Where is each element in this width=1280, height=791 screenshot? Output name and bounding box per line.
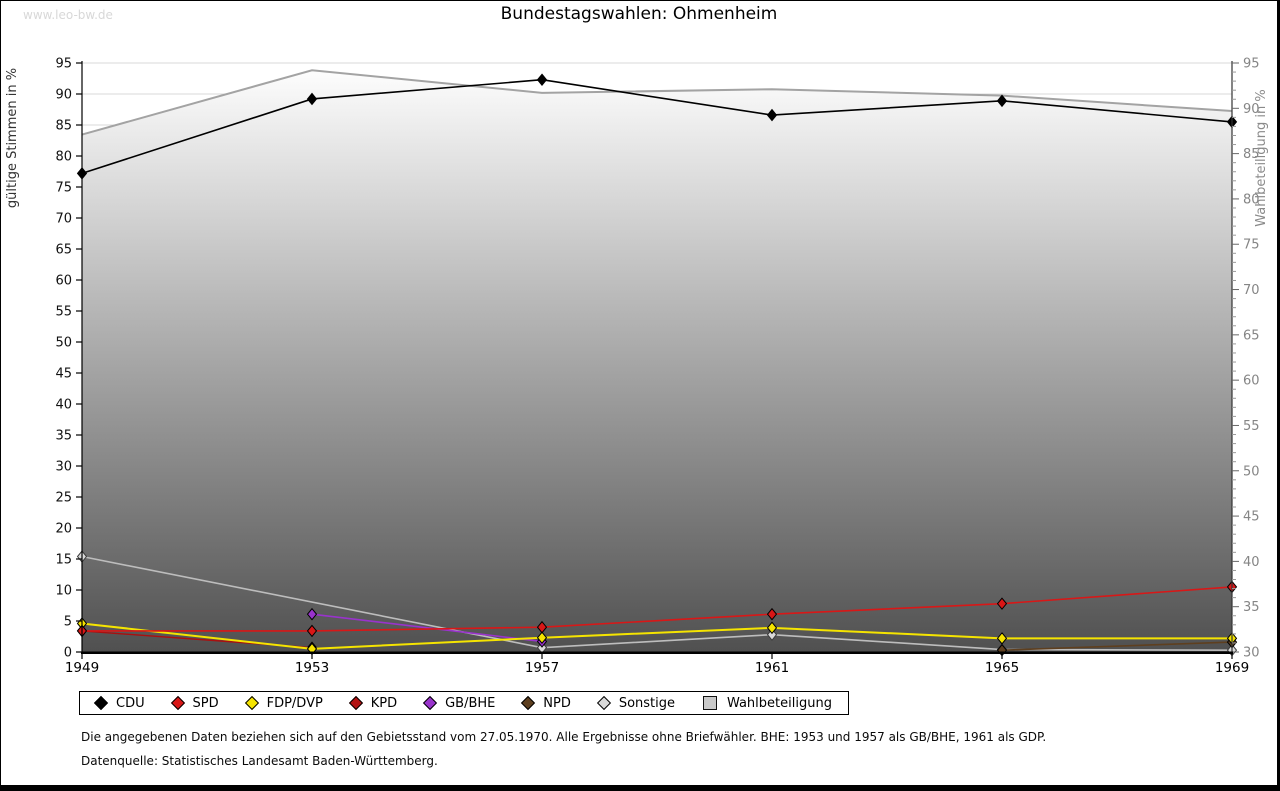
legend-diamond-icon <box>423 695 438 711</box>
data-point-marker <box>536 631 548 645</box>
left-tick-label: 5 <box>64 615 72 630</box>
legend-diamond-icon <box>521 695 536 711</box>
right-tick-label: 80 <box>1243 192 1260 207</box>
data-point-marker <box>536 73 548 87</box>
x-tick-label: 1969 <box>1215 660 1249 676</box>
area-fill <box>82 70 1232 653</box>
data-point-marker <box>766 607 778 621</box>
left-tick-label: 20 <box>55 522 72 537</box>
x-axis: 1949 1953 1957 1961 1965 1969 <box>65 651 1249 676</box>
chart-canvas: 0 5 10 15 20 25 30 35 40 45 50 55 60 65 70 75 80 85 90 95 gü… <box>5 57 1269 677</box>
right-axis: 30 35 40 45 50 55 60 65 70 75 80 85 90 95 Wahlbeteilig… <box>1231 57 1269 661</box>
page-title: Bundestagswahlen: Ohmenheim <box>500 4 778 24</box>
legend-label: GB/BHE <box>445 695 496 711</box>
right-tick-label: 75 <box>1243 238 1260 253</box>
data-point-marker <box>996 597 1008 610</box>
right-tick-label: 85 <box>1243 147 1260 162</box>
footnote-datasource: Datenquelle: Statistisches Landesamt Bad… <box>81 754 438 768</box>
left-tick-label: 80 <box>55 150 72 165</box>
left-tick-label: 75 <box>55 181 72 196</box>
left-tick-label: 45 <box>55 367 72 382</box>
legend-square-icon <box>702 696 717 710</box>
left-tick-label: 35 <box>55 429 72 444</box>
legend-label: KPD <box>370 695 398 711</box>
left-tick-label: 70 <box>55 212 72 227</box>
series-SPD <box>76 580 1238 638</box>
x-tick-label: 1965 <box>985 660 1019 676</box>
footnote-geography: Die angegebenen Daten beziehen sich auf … <box>81 730 1047 744</box>
legend-diamond-icon <box>93 695 109 711</box>
legend-label: NPD <box>543 695 571 711</box>
right-tick-label: 95 <box>1243 57 1260 72</box>
right-tick-label: 65 <box>1243 328 1260 343</box>
legend-item-npd: NPD <box>521 695 571 711</box>
data-line <box>81 78 1233 175</box>
legend-item-cdu: CDU <box>93 695 145 711</box>
left-tick-label: 0 <box>64 646 72 661</box>
legend-item-gb-bhe: GB/BHE <box>423 695 496 711</box>
site-watermark: www.leo-bw.de <box>23 8 113 22</box>
legend-item-wahlbeteiligung: Wahlbeteiligung <box>702 695 832 711</box>
legend-diamond-icon <box>596 695 611 711</box>
legend-item-fdp-dvp: FDP/DVP <box>244 695 323 711</box>
data-line <box>81 622 1232 650</box>
data-line <box>82 586 1233 632</box>
area-outline <box>81 69 1233 136</box>
data-point-marker <box>996 94 1008 108</box>
chart-legend: CDU SPD FDP/DVP KPD GB/BHE NPD Sonstige Wahlbet… <box>79 691 849 715</box>
data-point-marker <box>766 628 778 641</box>
legend-label: FDP/DVP <box>266 695 323 711</box>
right-tick-label: 50 <box>1243 464 1260 479</box>
legend-item-sonstige: Sonstige <box>596 695 675 711</box>
legend-label: SPD <box>192 695 219 711</box>
left-tick-label: 60 <box>55 274 72 289</box>
left-axis: 0 5 10 15 20 25 30 35 40 45 50 55 60 65 70 75 80 85 90 95 gü… <box>5 57 83 661</box>
data-point-marker <box>766 621 778 635</box>
left-tick-label: 95 <box>55 57 72 72</box>
series-Wahlbeteiligung <box>81 69 1233 653</box>
legend-diamond-icon <box>170 695 185 711</box>
right-tick-label: 60 <box>1243 374 1260 389</box>
left-tick-label: 55 <box>55 305 72 320</box>
left-tick-label: 85 <box>55 119 72 134</box>
right-tick-label: 90 <box>1243 102 1260 117</box>
data-point-marker <box>536 620 548 634</box>
x-tick-label: 1953 <box>295 660 329 676</box>
legend-item-kpd: KPD <box>348 695 398 711</box>
right-tick-label: 70 <box>1243 283 1260 298</box>
data-point-marker <box>766 108 778 122</box>
legend-label: Wahlbeteiligung <box>726 695 832 711</box>
left-tick-label: 25 <box>55 491 72 506</box>
x-tick-label: 1949 <box>65 660 99 676</box>
data-line <box>1001 641 1233 651</box>
data-point-marker <box>306 624 318 638</box>
series-GB-BHE <box>306 607 548 648</box>
data-line <box>311 613 543 643</box>
right-tick-label: 55 <box>1243 419 1260 434</box>
x-tick-label: 1961 <box>755 660 789 676</box>
left-tick-label: 30 <box>55 460 72 475</box>
right-axis-title: Wahlbeteiligung in % <box>1254 89 1269 226</box>
left-tick-label: 50 <box>55 336 72 351</box>
x-tick-label: 1957 <box>525 660 559 676</box>
left-tick-label: 10 <box>55 584 72 599</box>
data-point-marker <box>306 92 318 106</box>
right-tick-label: 30 <box>1243 646 1260 661</box>
left-tick-label: 15 <box>55 553 72 568</box>
legend-label: CDU <box>116 695 145 711</box>
left-tick-label: 40 <box>55 398 72 413</box>
left-axis-title: gültige Stimmen in % <box>5 68 20 208</box>
data-point-marker <box>996 632 1008 645</box>
left-tick-label: 65 <box>55 243 72 258</box>
right-tick-label: 45 <box>1243 510 1260 525</box>
legend-diamond-icon <box>244 695 259 711</box>
legend-diamond-icon <box>348 695 363 711</box>
data-point-marker <box>306 607 318 621</box>
left-tick-label: 90 <box>55 88 72 103</box>
right-tick-label: 35 <box>1243 600 1260 615</box>
right-tick-label: 40 <box>1243 555 1260 570</box>
legend-label: Sonstige <box>618 695 675 711</box>
legend-item-spd: SPD <box>170 695 219 711</box>
